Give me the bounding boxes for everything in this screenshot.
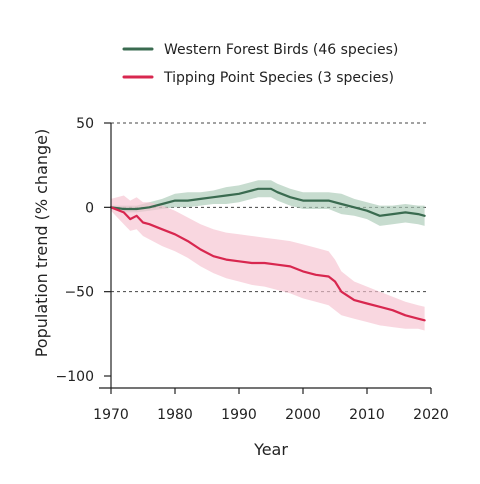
reference-lines (111, 122, 427, 293)
x-tick-label: 2010 (349, 407, 385, 423)
series-lines (109, 187, 426, 322)
axes: 50 0 −50 −100 1970 1980 1990 2000 2010 2020 (56, 116, 449, 423)
y-tick-label: −50 (64, 285, 94, 301)
legend: Western Forest Birds (46 species) Tipping… (122, 42, 398, 86)
x-tick-label: 2000 (285, 407, 321, 423)
series-line-1 (109, 187, 426, 217)
legend-label-2: Tipping Point Species (3 species) (163, 70, 394, 86)
y-axis-title: Population trend (% change) (32, 129, 51, 358)
x-axis-title: Year (253, 440, 288, 459)
series-line-2 (109, 206, 426, 322)
y-tick-label: 0 (85, 200, 94, 216)
confidence-band-1 (111, 180, 425, 226)
x-tick-label: 2020 (413, 407, 449, 423)
x-tick-label: 1980 (157, 407, 193, 423)
confidence-bands (111, 180, 425, 331)
y-tick-label: −100 (56, 369, 94, 385)
x-tick-label: 1970 (93, 407, 129, 423)
x-tick-label: 1990 (221, 407, 257, 423)
legend-label-1: Western Forest Birds (46 species) (164, 42, 398, 58)
y-tick-label: 50 (76, 116, 94, 132)
